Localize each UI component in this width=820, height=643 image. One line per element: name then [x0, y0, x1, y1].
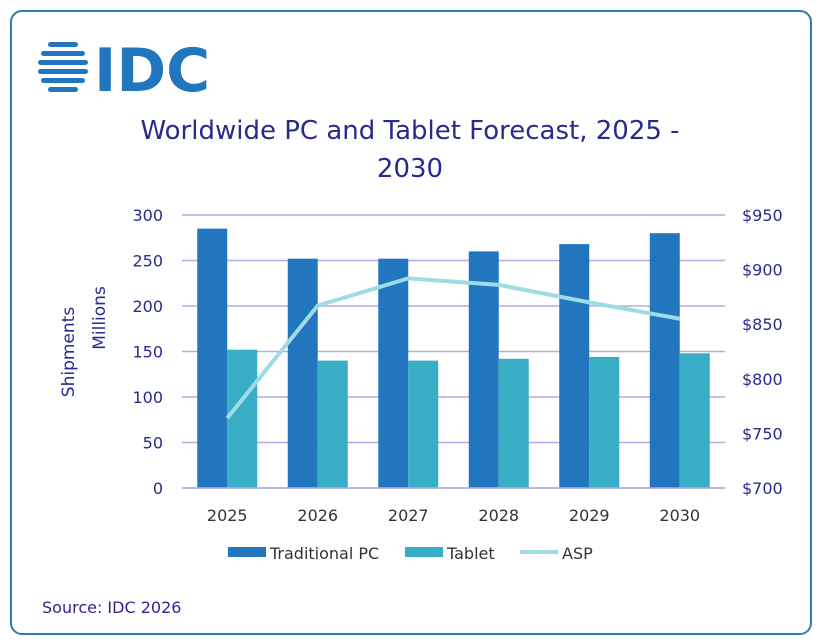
chart-title: Worldwide PC and Tablet Forecast, 2025 -… [140, 116, 680, 184]
logo-text: IDC [94, 36, 208, 96]
chart-card [10, 10, 812, 635]
idc-logo: IDC [38, 36, 210, 106]
source-note: Source: IDC 2026 [42, 598, 182, 617]
